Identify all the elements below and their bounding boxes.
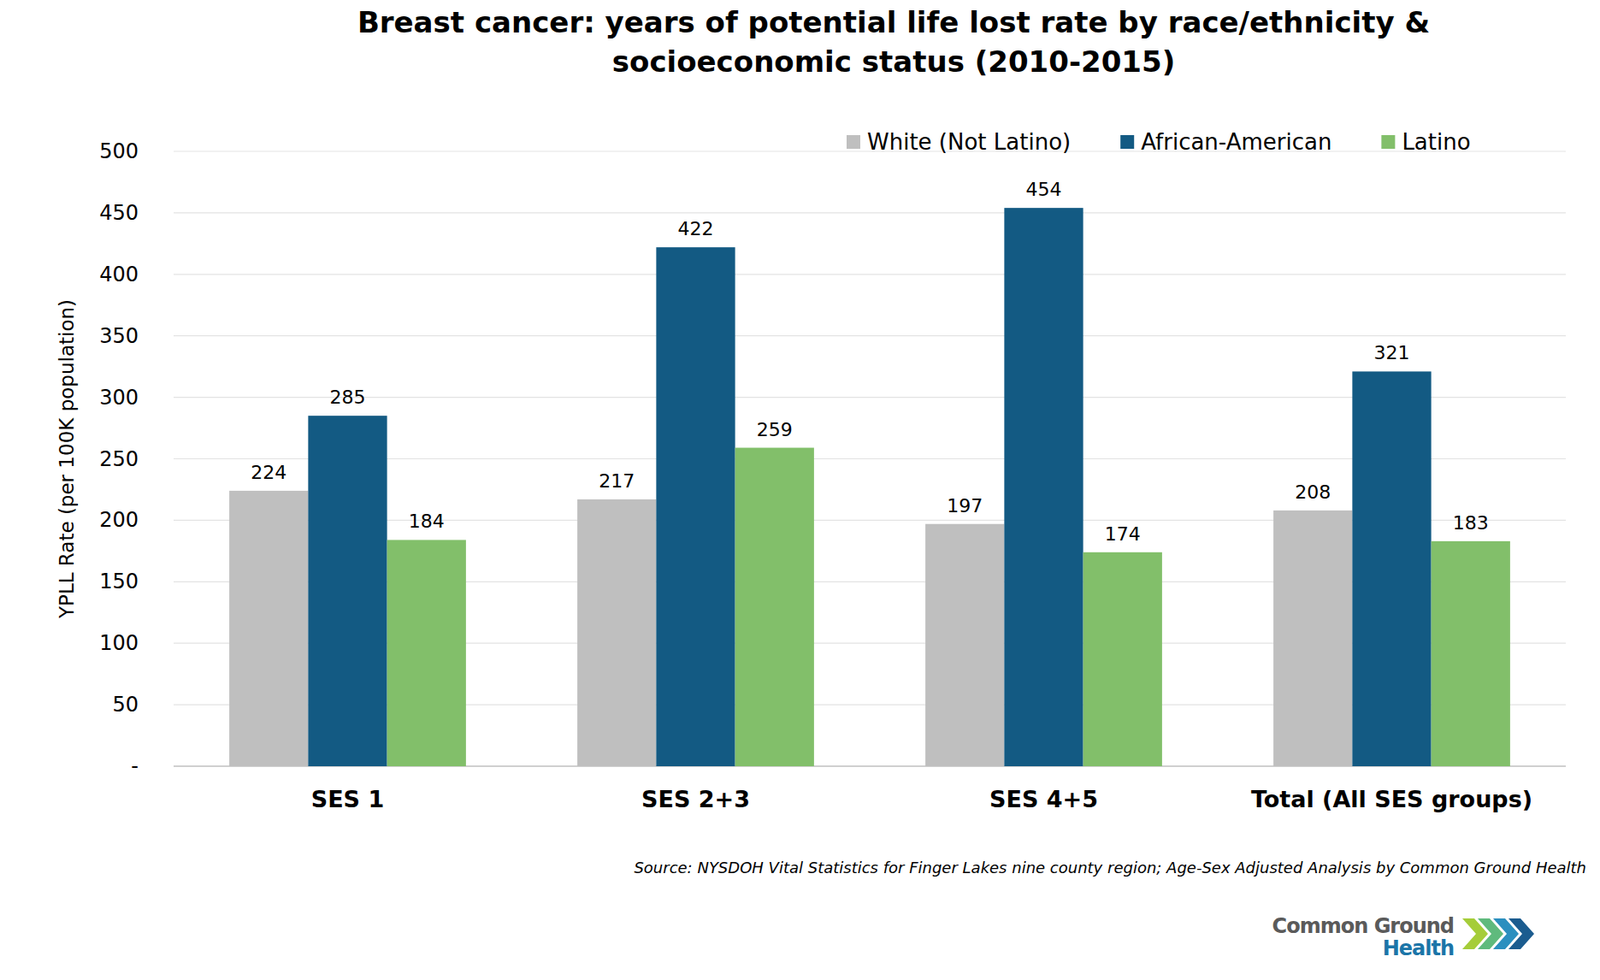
y-tick-label: - bbox=[130, 754, 139, 779]
y-tick-label: 400 bbox=[99, 262, 139, 287]
data-label: 422 bbox=[678, 218, 715, 240]
y-tick-label: 300 bbox=[99, 385, 139, 410]
title: Breast cancer: years of potential life l… bbox=[357, 5, 1430, 79]
y-tick-label: 500 bbox=[99, 139, 139, 164]
brand-text: Health bbox=[1382, 936, 1454, 961]
brand-chevron bbox=[1508, 918, 1535, 950]
x-tick-label: SES 4+5 bbox=[989, 785, 1099, 813]
bar bbox=[577, 499, 656, 767]
legend: White (Not Latino) African-American Latino bbox=[846, 129, 1471, 155]
data-label: 217 bbox=[598, 470, 635, 492]
legend-label: African-American bbox=[1140, 129, 1332, 155]
bar bbox=[1083, 552, 1163, 767]
data-label: 321 bbox=[1374, 342, 1411, 364]
y-tick-label: 350 bbox=[99, 324, 139, 349]
data-label: 285 bbox=[330, 386, 367, 408]
chart: Breast cancer: years of potential life l… bbox=[0, 0, 1600, 980]
data-labels: 224 285 184 217 422 259 197 454 174 208 321 183 bbox=[250, 178, 1489, 545]
bar bbox=[735, 448, 815, 767]
data-label: 259 bbox=[756, 419, 793, 441]
legend-swatch bbox=[1381, 135, 1395, 149]
data-label: 224 bbox=[250, 461, 287, 484]
bar bbox=[1273, 510, 1353, 767]
x-tick-label: Total (All SES groups) bbox=[1251, 785, 1533, 813]
bar bbox=[925, 524, 1004, 767]
y-tick-label: 200 bbox=[99, 507, 139, 532]
grid-line bbox=[173, 212, 1566, 213]
bar bbox=[1352, 371, 1431, 767]
grid-line bbox=[173, 335, 1566, 337]
legend-label: White (Not Latino) bbox=[867, 129, 1071, 155]
y-tick-label: 100 bbox=[99, 631, 139, 656]
data-label: 184 bbox=[408, 510, 445, 532]
x-tick-label: SES 1 bbox=[311, 785, 385, 813]
data-label: 197 bbox=[946, 495, 983, 517]
bar bbox=[307, 415, 387, 767]
bar bbox=[229, 490, 308, 767]
legend-swatch bbox=[1120, 135, 1134, 149]
data-label: 208 bbox=[1294, 481, 1331, 503]
bar bbox=[1431, 541, 1511, 767]
y-tick-label: 150 bbox=[99, 569, 139, 594]
bar bbox=[655, 247, 735, 767]
y-tick-label: 50 bbox=[112, 692, 139, 717]
y-tick-label: 250 bbox=[99, 447, 139, 472]
data-label: 454 bbox=[1026, 178, 1063, 201]
bar bbox=[387, 539, 467, 767]
y-axis-label: YPLL Rate (per 100K population) bbox=[55, 299, 78, 620]
bar bbox=[1003, 207, 1083, 767]
bars bbox=[229, 207, 1511, 767]
x-tick-label: SES 2+3 bbox=[641, 785, 750, 813]
legend-swatch bbox=[846, 135, 861, 149]
brand-text: Common Ground bbox=[1272, 914, 1454, 939]
legend-label: Latino bbox=[1401, 129, 1471, 155]
data-label: 183 bbox=[1452, 512, 1489, 534]
grid-line bbox=[173, 273, 1566, 275]
source: Source: NYSDOH Vital Statistics for Fing… bbox=[633, 858, 1587, 877]
data-label: 174 bbox=[1104, 523, 1141, 545]
y-tick-label: 450 bbox=[99, 200, 139, 225]
